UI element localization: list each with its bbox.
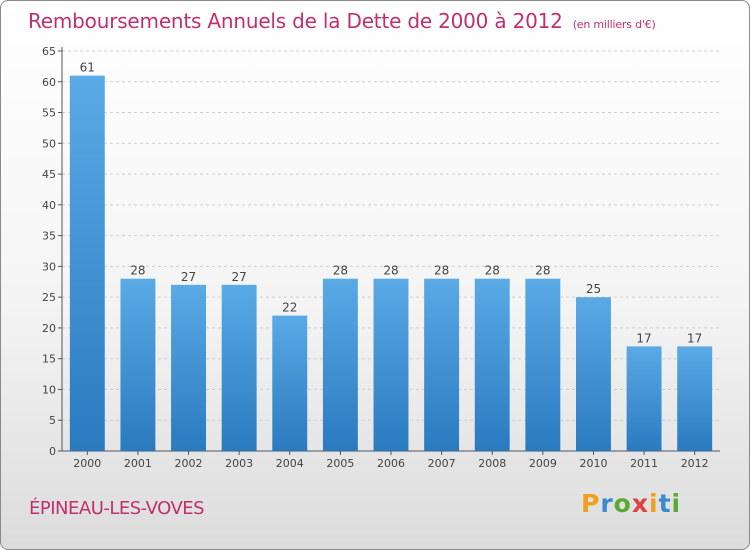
proxiti-logo: Proxiti xyxy=(581,489,681,518)
data-label: 28 xyxy=(535,264,550,278)
y-tick-label: 15 xyxy=(42,353,56,366)
x-tick-label: 2004 xyxy=(276,457,304,470)
y-tick-label: 30 xyxy=(42,260,56,273)
logo-letter: o xyxy=(613,489,632,518)
bar xyxy=(322,278,358,451)
y-tick-label: 60 xyxy=(42,76,56,89)
x-tick-label: 2000 xyxy=(73,457,101,470)
x-tick-label: 2003 xyxy=(225,457,253,470)
y-tick-label: 55 xyxy=(42,107,56,120)
x-tick-label: 2009 xyxy=(529,457,557,470)
chart-title: Remboursements Annuels de la Dette de 20… xyxy=(28,9,656,33)
bar xyxy=(626,346,662,451)
bar xyxy=(221,284,257,451)
data-label: 22 xyxy=(282,301,297,315)
data-label: 27 xyxy=(232,270,247,284)
unit-note: (en milliers d'€) xyxy=(572,18,656,31)
y-tick-label: 35 xyxy=(42,230,56,243)
data-label: 28 xyxy=(434,264,449,278)
data-label: 61 xyxy=(80,61,95,75)
bar xyxy=(525,278,561,451)
data-label: 28 xyxy=(130,264,145,278)
logo-letter: i xyxy=(649,489,659,518)
logo-letter: t xyxy=(658,489,672,518)
logo-letter: i xyxy=(671,489,682,518)
y-tick-label: 40 xyxy=(42,199,56,212)
logo-letter: x xyxy=(631,489,649,518)
x-tick-label: 2008 xyxy=(478,457,506,470)
x-tick-label: 2010 xyxy=(579,457,607,470)
data-label: 17 xyxy=(687,331,702,345)
data-label: 25 xyxy=(586,282,601,296)
data-label: 28 xyxy=(485,264,500,278)
y-tick-label: 50 xyxy=(42,137,56,150)
bar xyxy=(373,278,409,451)
y-tick-label: 5 xyxy=(49,414,56,427)
data-label: 28 xyxy=(333,264,348,278)
title-text: Remboursements Annuels de la Dette de 20… xyxy=(28,9,563,33)
x-tick-label: 2007 xyxy=(428,457,456,470)
x-tick-label: 2005 xyxy=(326,457,354,470)
data-label: 27 xyxy=(181,270,196,284)
commune-name: ÉPINEAU-LES-VOVES xyxy=(29,498,205,519)
bar xyxy=(474,278,510,451)
y-tick-label: 45 xyxy=(42,168,56,181)
bar xyxy=(171,284,207,451)
y-tick-label: 65 xyxy=(42,45,56,58)
bar xyxy=(677,346,713,451)
data-labels: 61 28 27 27 22 28 28 28 28 28 25 17 17 xyxy=(80,61,703,346)
logo-letter: P xyxy=(581,489,601,518)
bar xyxy=(424,278,460,451)
data-label: 17 xyxy=(636,331,651,345)
logo-letter: r xyxy=(600,489,614,518)
data-label: 28 xyxy=(383,264,398,278)
x-tick-label: 2002 xyxy=(175,457,203,470)
x-tick-label: 2012 xyxy=(681,457,709,470)
bar xyxy=(69,75,105,451)
x-tick-label: 2001 xyxy=(124,457,152,470)
x-tick-label: 2006 xyxy=(377,457,405,470)
x-tick-label: 2011 xyxy=(630,457,658,470)
bars xyxy=(69,75,713,451)
y-tick-label: 0 xyxy=(49,445,56,458)
y-tick-label: 20 xyxy=(42,322,56,335)
x-axis-ticks: 2000 2001 2002 2003 2004 2005 2006 2007 2008 2009… xyxy=(73,451,709,470)
y-tick-label: 10 xyxy=(42,383,56,396)
y-axis-ticks: 0 5 10 15 20 25 30 35 40 45 50 55 60 65 xyxy=(42,45,62,458)
y-tick-label: 25 xyxy=(42,291,56,304)
bar xyxy=(120,278,156,451)
bar xyxy=(272,315,308,451)
bar xyxy=(575,297,611,451)
